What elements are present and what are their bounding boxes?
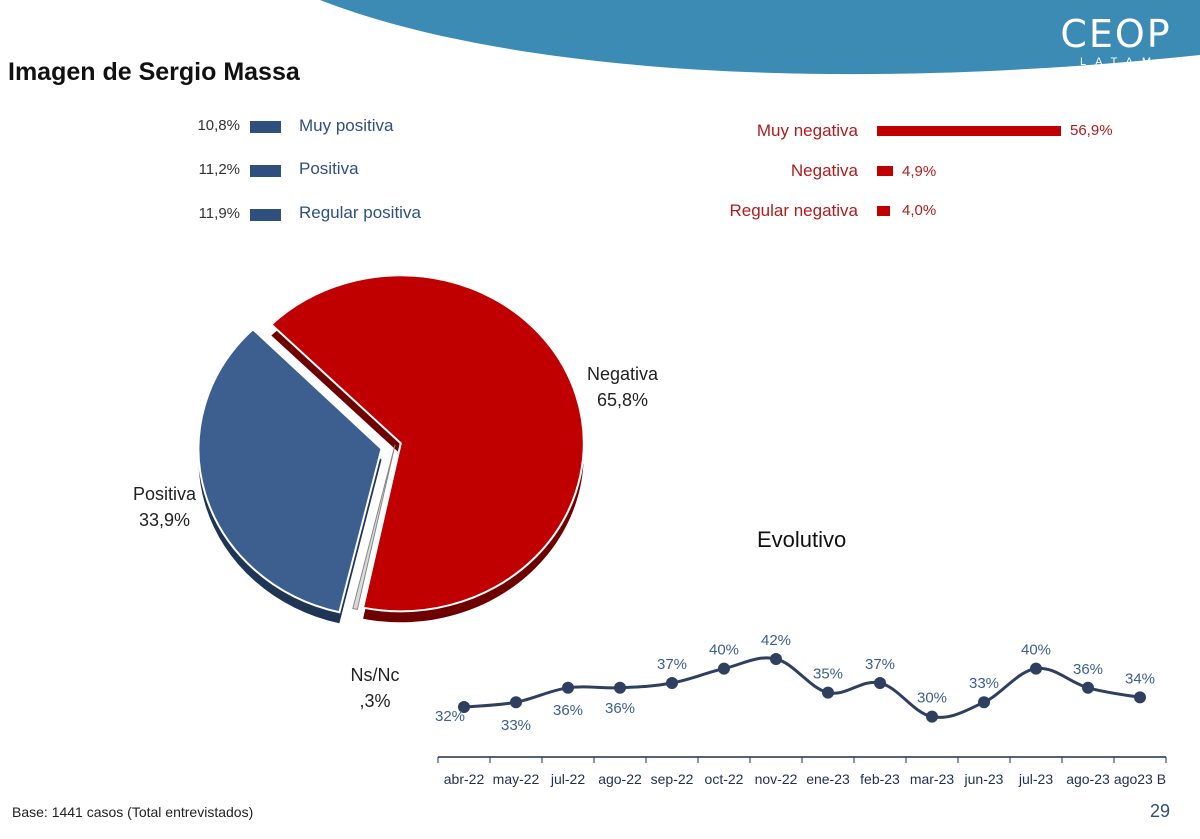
pie-slice-negativa bbox=[269, 274, 585, 613]
line-value-label: 35% bbox=[813, 666, 843, 683]
line-category-label: mar-23 bbox=[910, 771, 955, 787]
legend-swatch-muy-positiva bbox=[250, 121, 281, 133]
legend-bar-muy-negativa bbox=[877, 126, 1062, 136]
line-value-label: 36% bbox=[605, 700, 635, 717]
pie-label-negativa-name: Negativa bbox=[586, 364, 659, 384]
pie-label-positiva-value: 33,9% bbox=[138, 510, 191, 530]
line-point-jul-23 bbox=[1030, 662, 1042, 675]
legend-swatch-regular-positiva bbox=[250, 209, 281, 221]
pie-label-negativa-value: 65,8% bbox=[596, 390, 649, 410]
line-value-label: 37% bbox=[657, 656, 687, 673]
legend-value-regular-negativa: 4,0% bbox=[902, 202, 937, 219]
line-category-label: nov-22 bbox=[755, 771, 798, 787]
line-category-label: abr-22 bbox=[444, 771, 485, 787]
line-value-label: 36% bbox=[1073, 661, 1103, 678]
line-category-label: sep-22 bbox=[651, 771, 694, 787]
pie-label-nsnc: Ns/Nc ,3% bbox=[335, 662, 415, 714]
line-value-label: 30% bbox=[917, 690, 947, 707]
line-value-label: 33% bbox=[969, 675, 999, 692]
evolutivo-title: Evolutivo bbox=[757, 527, 847, 552]
line-value-label: 36% bbox=[553, 702, 583, 719]
line-series bbox=[463, 656, 1141, 719]
line-category-label: ago-23 bbox=[1066, 771, 1110, 787]
line-value-label: 37% bbox=[865, 656, 895, 673]
line-value-label: 34% bbox=[1125, 670, 1155, 687]
pie-slice-positiva bbox=[197, 327, 383, 614]
page-number: 29 bbox=[1150, 801, 1171, 821]
line-point-feb-23 bbox=[874, 677, 886, 689]
line-category-label: jul-23 bbox=[1018, 771, 1053, 787]
pie-label-positiva-name: Positiva bbox=[132, 484, 197, 504]
legend-bar-regular-negativa bbox=[877, 206, 890, 216]
legend-label-regular-positiva: Regular positiva bbox=[299, 203, 421, 222]
pie-label-nsnc-value: ,3% bbox=[359, 691, 391, 711]
legend-label-positiva: Positiva bbox=[299, 159, 359, 178]
header-wave-shape bbox=[320, 0, 1200, 75]
footer-base: Base: 1441 casos (Total entrevistados) bbox=[12, 804, 254, 820]
legend-value-positiva: 11,2% bbox=[198, 161, 240, 178]
header-banner bbox=[320, 0, 1200, 75]
line-point-mar-23 bbox=[926, 710, 938, 723]
line-category-label: ene-23 bbox=[806, 771, 850, 787]
pie-label-nsnc-name: Ns/Nc bbox=[350, 665, 400, 685]
line-value-label: 40% bbox=[1021, 642, 1051, 659]
legend-label-regular-negativa: Regular negativa bbox=[729, 201, 858, 220]
ceop-logo: CEOP LATAM bbox=[1046, 12, 1186, 68]
legend-label-muy-positiva: Muy positiva bbox=[299, 116, 394, 135]
line-point-nov-22 bbox=[770, 653, 782, 665]
legend-bar-negativa bbox=[877, 166, 893, 176]
line-point-ago-22 bbox=[614, 681, 626, 694]
line-category-label: may-22 bbox=[493, 771, 540, 787]
logo-sub-text: LATAM bbox=[1079, 56, 1161, 68]
line-value-label: 33% bbox=[501, 717, 531, 734]
line-point-may-22 bbox=[510, 696, 522, 709]
legend-label-muy-negativa: Muy negativa bbox=[756, 121, 858, 140]
pie-slice-nsnc bbox=[352, 444, 396, 610]
logo-main-text: CEOP bbox=[1060, 12, 1172, 56]
line-category-label: ago23 B bbox=[1114, 771, 1166, 787]
legend-swatch-positiva bbox=[250, 165, 281, 177]
legend-label-negativa: Negativa bbox=[790, 161, 858, 180]
line-category-label: feb-23 bbox=[860, 771, 900, 787]
line-chart: 32% abr-22 33% may-22 36% jul-22 36% ago-22 37% s… bbox=[435, 632, 1167, 787]
line-point-oct-22 bbox=[718, 662, 730, 675]
pie-chart bbox=[197, 274, 585, 624]
line-point-jun-23 bbox=[978, 696, 990, 709]
pie-label-negativa: Negativa 65,8% bbox=[570, 361, 675, 413]
line-category-label: jul-22 bbox=[550, 771, 585, 787]
legend-value-negativa: 4,9% bbox=[902, 163, 937, 180]
line-point-sep-22 bbox=[666, 677, 678, 689]
legend-value-muy-negativa: 56,9% bbox=[1070, 122, 1113, 139]
line-category-label: oct-22 bbox=[705, 771, 744, 787]
page-title: Imagen de Sergio Massa bbox=[8, 58, 300, 86]
line-point-jul-22 bbox=[562, 681, 574, 694]
legend-value-regular-positiva: 11,9% bbox=[198, 205, 240, 222]
line-value-label: 40% bbox=[709, 642, 739, 659]
line-point-abr-22 bbox=[458, 701, 470, 713]
line-value-label: 42% bbox=[761, 632, 791, 649]
line-category-label: jun-23 bbox=[964, 771, 1004, 787]
line-value-label: 32% bbox=[435, 708, 465, 725]
line-point-ene-23 bbox=[822, 686, 834, 699]
line-category-label: ago-22 bbox=[598, 771, 642, 787]
pie-label-positiva: Positiva 33,9% bbox=[117, 481, 212, 533]
line-point-ago23-B bbox=[1134, 691, 1146, 704]
line-point-ago-23 bbox=[1082, 681, 1094, 694]
legend-value-muy-positiva: 10,8% bbox=[197, 117, 240, 134]
